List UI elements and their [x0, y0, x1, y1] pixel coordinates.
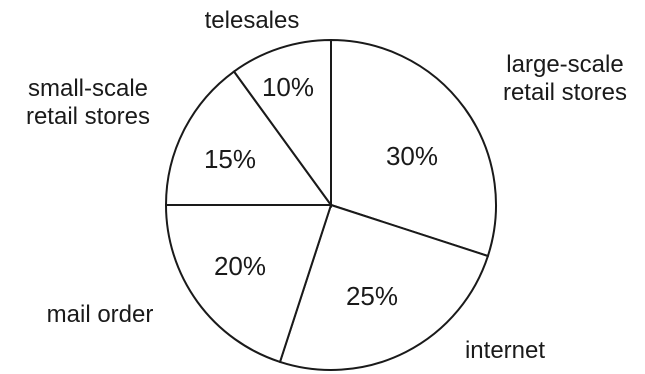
pie-slice: [278, 203, 490, 371]
slice-category-label: internet: [465, 337, 545, 364]
slice-category-label-line: telesales: [205, 7, 300, 34]
slice-category-label-line: retail stores: [503, 79, 627, 106]
slice-value-label: 20%: [214, 251, 266, 281]
pie-slice: [232, 38, 332, 209]
pie-slice: [164, 204, 333, 364]
pie-slice: [164, 70, 333, 206]
slice-category-label: small-scale retail stores: [26, 75, 150, 130]
slice-category-label: telesales: [205, 7, 300, 34]
slice-value-labels: 30% 25% 20% 15% 10%: [204, 72, 438, 311]
slice-category-label: large-scale retail stores: [503, 51, 627, 106]
slice-category-label-line: mail order: [47, 301, 154, 328]
slice-category-label-line: internet: [465, 337, 545, 364]
pie-wedges: [164, 38, 497, 371]
slice-category-label-line: retail stores: [26, 103, 150, 130]
slice-category-label-line: large-scale: [506, 51, 623, 78]
slice-category-label: mail order: [47, 301, 154, 328]
slice-value-label: 30%: [386, 141, 438, 171]
pie-slice: [330, 38, 497, 258]
slice-category-label-line: small-scale: [28, 75, 148, 102]
slice-value-label: 10%: [262, 72, 314, 102]
slice-value-label: 15%: [204, 144, 256, 174]
slice-value-label: 25%: [346, 281, 398, 311]
